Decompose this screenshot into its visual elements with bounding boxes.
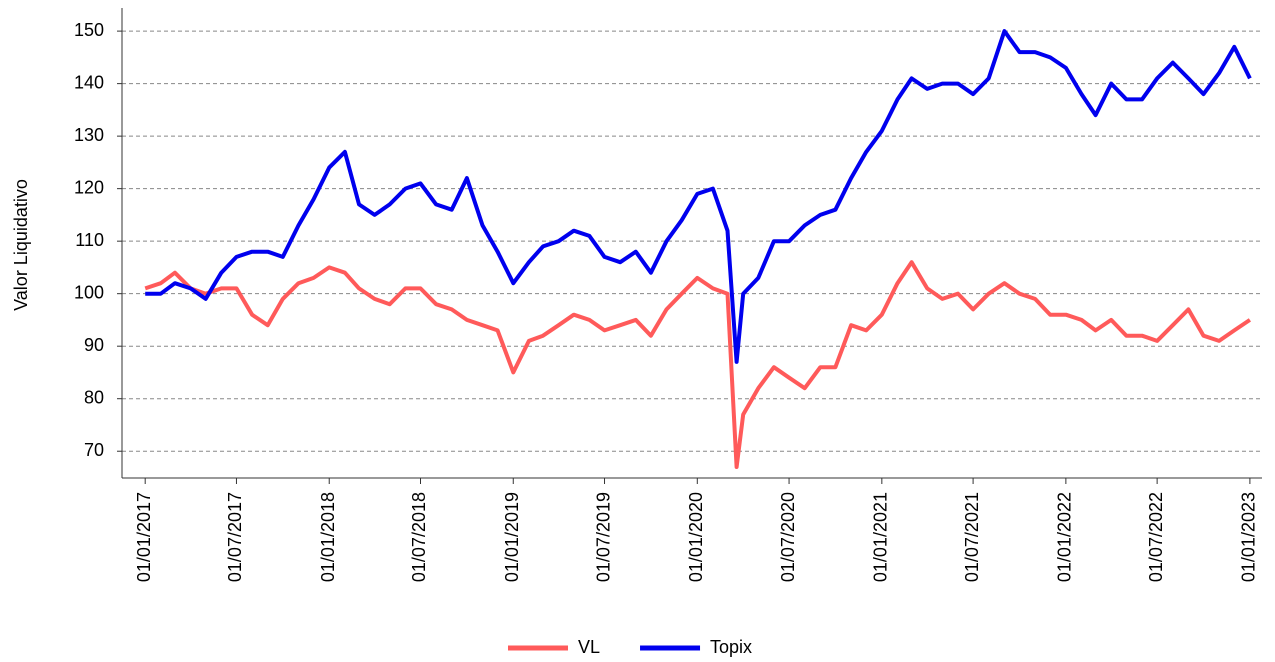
x-tick-label: 01/07/2020 [778,492,798,582]
line-series [144,260,1252,469]
legend-label: Topix [710,637,752,657]
x-tick-label: 01/01/2021 [871,492,891,582]
y-tick-label: 80 [84,387,104,407]
x-tick-label: 01/07/2022 [1146,492,1166,582]
y-tick-label: 150 [74,20,104,40]
y-axis-label: Valor Liquidativo [11,179,31,311]
x-tick-label: 01/01/2017 [134,492,154,582]
x-tick-label: 01/01/2023 [1239,492,1259,582]
x-tick-label: 01/07/2018 [409,492,429,582]
x-tick-label: 01/01/2020 [686,492,706,582]
y-tick-label: 100 [74,282,104,302]
x-tick-label: 01/07/2019 [593,492,613,582]
y-tick-label: 90 [84,335,104,355]
y-tick-label: 120 [74,177,104,197]
x-tick-label: 01/01/2018 [318,492,338,582]
y-tick-label: 70 [84,440,104,460]
x-tick-label: 01/07/2021 [962,492,982,582]
line-series [145,29,1252,364]
y-tick-label: 140 [74,72,104,92]
legend-label: VL [578,637,600,657]
x-tick-label: 01/01/2022 [1055,492,1075,582]
x-tick-label: 01/01/2019 [502,492,522,582]
y-tick-label: 110 [75,230,104,250]
x-tick-label: 01/07/2017 [225,492,245,582]
y-tick-label: 130 [74,125,104,145]
